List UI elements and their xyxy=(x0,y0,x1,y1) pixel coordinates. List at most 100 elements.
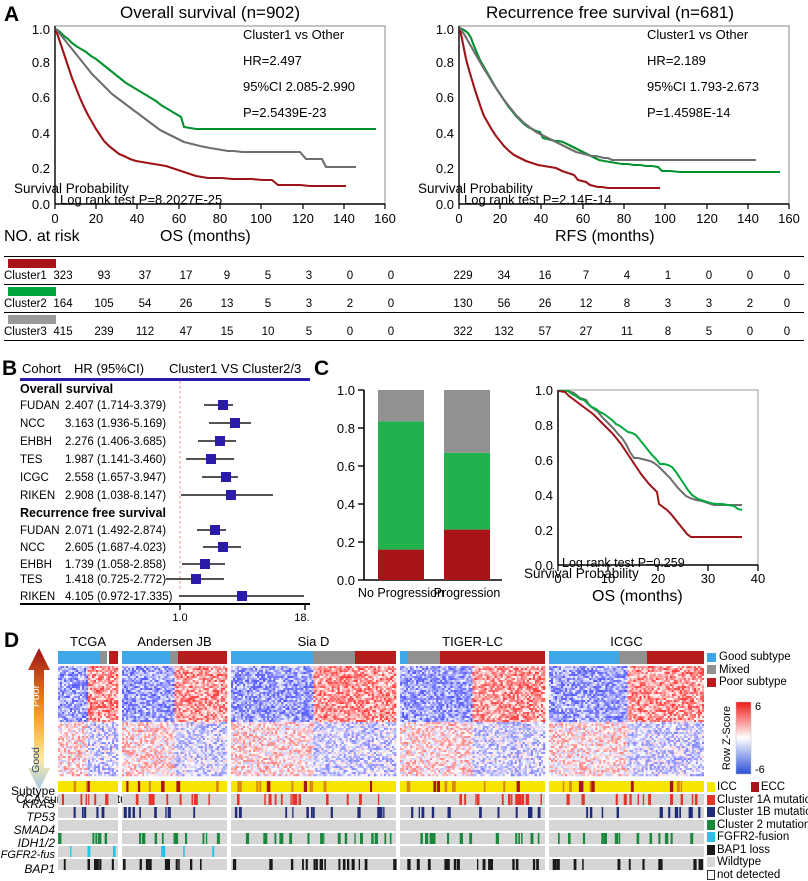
risk-row-label: Cluster1 xyxy=(4,270,47,282)
panel-c-km-ylabel: Survival Probability xyxy=(524,565,639,583)
risk-cell: 3 xyxy=(296,298,322,310)
panel-d-heatmap-area xyxy=(58,651,704,779)
panel-a-right-xlabel: RFS (months) xyxy=(555,228,655,246)
risk-cell: 0 xyxy=(696,270,722,282)
risk-cell: 130 xyxy=(450,298,476,310)
svg-text:0: 0 xyxy=(455,211,462,226)
panel-c-km-xlabel: OS (months) xyxy=(592,588,683,606)
svg-text:0.6: 0.6 xyxy=(535,453,553,468)
risk-cell: 164 xyxy=(50,298,76,310)
svg-text:FUDAN: FUDAN xyxy=(20,400,60,412)
svg-text:1.418 (0.725-2.772): 1.418 (0.725-2.772) xyxy=(65,574,166,586)
risk-cell: 0 xyxy=(378,326,404,338)
svg-text:NCC: NCC xyxy=(20,542,45,554)
legend-label: BAP1 loss xyxy=(717,844,770,857)
svg-text:100: 100 xyxy=(250,211,272,226)
risk-cell: 0 xyxy=(337,326,363,338)
svg-text:140: 140 xyxy=(333,211,355,226)
annotation-row-label-bap1: BAP1 xyxy=(0,862,55,876)
risk-cell: 0 xyxy=(774,298,800,310)
risk-cell: 17 xyxy=(173,270,199,282)
legend-item-poor: Poor subtype xyxy=(707,676,791,689)
risk-cell: 13 xyxy=(214,298,240,310)
legend-item-c1b: Cluster 1B mutation xyxy=(707,806,808,819)
risk-cell: 8 xyxy=(614,298,640,310)
risk-row-label: Cluster2 xyxy=(4,298,47,310)
risk-cell: 2 xyxy=(737,298,763,310)
svg-text:RIKEN: RIKEN xyxy=(20,490,55,502)
svg-text:0.2: 0.2 xyxy=(535,523,553,538)
svg-text:20: 20 xyxy=(651,571,665,586)
legend-label: Good subtype xyxy=(719,651,791,664)
dataset-name-tcga: TCGA xyxy=(58,634,118,649)
cluster2-swatch xyxy=(707,820,715,830)
svg-text:Cluster1 vs Other: Cluster1 vs Other xyxy=(647,27,749,42)
risk-cell: 16 xyxy=(532,270,558,282)
icc-swatch xyxy=(707,782,715,792)
risk-cell: 0 xyxy=(737,270,763,282)
legend-item-good: Good subtype xyxy=(707,651,791,664)
panel-b-header-cohort: Cohort xyxy=(22,361,61,376)
risk-cell: 54 xyxy=(132,298,158,310)
svg-text:40: 40 xyxy=(751,571,765,586)
legend-item-icc-ecc: ICC ECC xyxy=(707,781,808,794)
not-detected-swatch xyxy=(707,870,715,880)
svg-text:40: 40 xyxy=(534,211,548,226)
good-subtype-swatch xyxy=(707,653,716,662)
cluster1a-swatch xyxy=(707,795,715,805)
svg-text:140: 140 xyxy=(737,211,759,226)
risk-table: Cluster1 323 93 37 17 9 5 3 0 0 229 34 1… xyxy=(4,256,804,341)
svg-text:2.605 (1.687-4.023): 2.605 (1.687-4.023) xyxy=(65,542,166,554)
dataset-name-icgc: ICGC xyxy=(549,634,704,649)
svg-text:0.6: 0.6 xyxy=(436,90,454,105)
annotation-row-label-idh: IDH1/2 xyxy=(0,836,55,850)
panel-a-right-title: Recurrence free survival (n=681) xyxy=(430,3,790,23)
svg-text:0.8: 0.8 xyxy=(535,418,553,433)
panel-d-gradient-arrow: Poor Good xyxy=(26,648,52,790)
svg-text:Recurrence free survival: Recurrence free survival xyxy=(20,506,166,520)
risk-cell: 5 xyxy=(255,298,281,310)
svg-text:NCC: NCC xyxy=(20,418,45,430)
risk-cell: 12 xyxy=(573,298,599,310)
risk-cell: 229 xyxy=(450,270,476,282)
panel-a-left-ylabel-text: Survival Probability xyxy=(14,181,129,196)
svg-text:0.4: 0.4 xyxy=(535,488,553,503)
risk-cell: 4 xyxy=(614,270,640,282)
legend-item-mixed: Mixed xyxy=(707,664,791,677)
legend-label: Cluster 1B mutation xyxy=(717,806,808,819)
legend-item-fgfr2: FGFR2-fusion xyxy=(707,831,808,844)
risk-cell: 5 xyxy=(255,270,281,282)
annotation-row-label-tp53: TP53 xyxy=(0,810,55,824)
svg-text:Overall survival: Overall survival xyxy=(20,382,113,396)
panel-a-right-ylabel-text: Survival Probability xyxy=(418,181,533,196)
risk-cell: 2 xyxy=(337,298,363,310)
panel-a-left-km-plot: 0.0 0.2 0.4 0.6 0.8 1.0 0 20 40 60 80 10… xyxy=(0,22,404,232)
cluster1-color-swatch xyxy=(8,259,56,268)
risk-cell: 5 xyxy=(296,326,322,338)
fgfr2-fusion-swatch xyxy=(707,832,715,842)
svg-text:160: 160 xyxy=(374,211,396,226)
svg-text:0.8: 0.8 xyxy=(32,55,50,70)
risk-cell: 0 xyxy=(737,326,763,338)
svg-text:Progression: Progression xyxy=(434,586,501,600)
svg-text:P=1.4598E-14: P=1.4598E-14 xyxy=(647,105,730,120)
annotation-row-label-kras: KRAS xyxy=(0,797,55,811)
dataset-name-tiger: TIGER-LC xyxy=(400,634,545,649)
panel-a-left-ylabel: Survival Probability xyxy=(14,180,129,198)
svg-text:60: 60 xyxy=(576,211,590,226)
legend-label: Cluster 2 mutation xyxy=(717,819,808,832)
legend-item-not-detected: not detected xyxy=(707,869,808,881)
risk-cell: 112 xyxy=(132,326,158,338)
svg-text:0.2: 0.2 xyxy=(337,535,355,550)
svg-text:20: 20 xyxy=(89,211,103,226)
svg-text:1.0: 1.0 xyxy=(172,612,187,624)
table-row: Cluster2 164 105 54 26 13 5 3 2 0 130 56… xyxy=(4,285,804,312)
svg-text:1.739 (1.058-2.858): 1.739 (1.058-2.858) xyxy=(65,559,166,571)
risk-cell: 3 xyxy=(696,298,722,310)
panel-c-letter: C xyxy=(314,358,329,379)
svg-text:0.0: 0.0 xyxy=(32,197,50,212)
risk-cell: 1 xyxy=(655,270,681,282)
panel-c-stacked-bar-chart: 0.0 0.2 0.4 0.6 0.8 1.0 No Progression P… xyxy=(322,380,507,605)
svg-text:18.0: 18.0 xyxy=(294,612,310,624)
risk-cell: 105 xyxy=(91,298,117,310)
